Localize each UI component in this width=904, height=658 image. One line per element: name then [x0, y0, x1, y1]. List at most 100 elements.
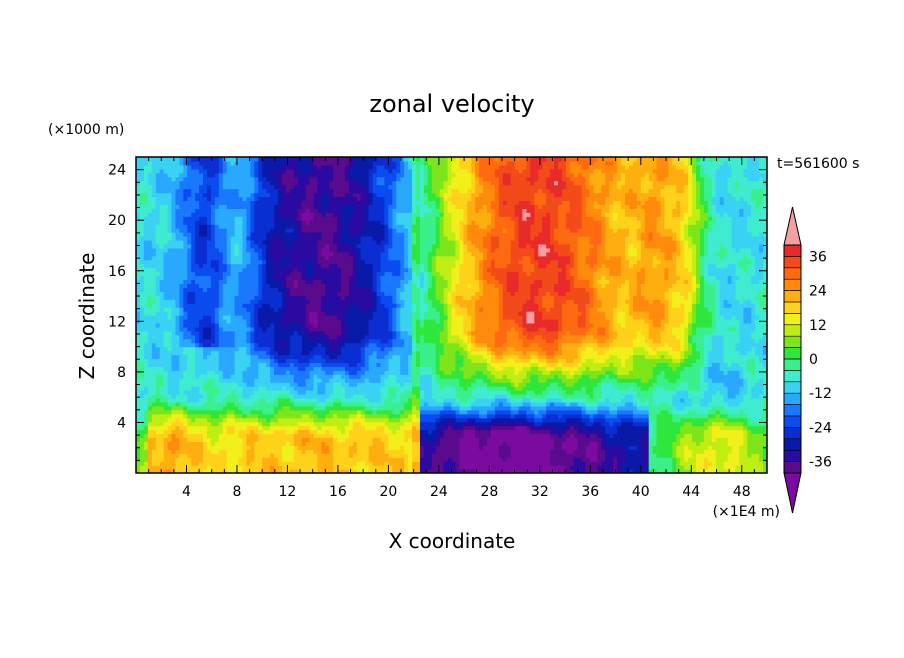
field-cell: [703, 417, 709, 423]
field-cell: [368, 465, 374, 470]
field-cell: [755, 469, 760, 473]
field-cell: [175, 366, 180, 371]
field-cell: [763, 401, 767, 407]
field-cell: [486, 382, 492, 387]
field-cell: [506, 370, 512, 375]
field-cell: [759, 390, 764, 395]
field-cell: [455, 461, 460, 466]
field-cell: [707, 449, 713, 454]
field-cell: [467, 453, 472, 458]
field-cell: [159, 358, 165, 363]
field-cell: [234, 433, 240, 439]
field-cell: [581, 449, 587, 454]
field-cell: [423, 397, 429, 403]
field-cell: [179, 441, 184, 446]
field-cell: [159, 378, 165, 383]
field-cell: [139, 461, 145, 466]
field-cell: [628, 429, 634, 435]
field-cell: [656, 354, 662, 360]
field-cell: [443, 445, 449, 450]
field-cell: [514, 469, 520, 473]
field-cell: [345, 382, 350, 387]
field-cell: [408, 469, 413, 473]
field-cell: [483, 461, 488, 466]
field-cell: [372, 382, 378, 387]
field-cell: [416, 461, 421, 466]
field-cell: [459, 417, 464, 423]
field-cell: [222, 382, 228, 387]
field-cell: [569, 441, 575, 446]
field-cell: [597, 374, 602, 379]
field-cell: [337, 413, 342, 419]
field-cell: [238, 382, 244, 387]
field-cell: [222, 441, 228, 446]
field-cell: [557, 382, 563, 387]
field-cell: [751, 354, 756, 360]
field-cell: [711, 453, 717, 458]
field-cell: [234, 362, 240, 367]
field-cell: [530, 433, 535, 439]
field-cell: [341, 413, 346, 419]
field-cell: [408, 394, 413, 399]
field-cell: [301, 425, 307, 431]
field-cell: [384, 374, 389, 379]
field-cell: [242, 354, 248, 360]
field-cell: [707, 358, 713, 363]
field-cell: [672, 394, 677, 399]
field-cell: [692, 449, 697, 454]
field-cell: [408, 397, 413, 403]
field-cell: [628, 417, 634, 423]
field-cell: [210, 405, 216, 411]
field-cell: [195, 350, 200, 356]
field-cell: [648, 390, 654, 395]
field-cell: [550, 445, 555, 450]
field-cell: [625, 441, 630, 446]
field-cell: [688, 366, 693, 371]
field-cell: [467, 401, 472, 407]
field-cell: [455, 413, 460, 419]
field-cell: [569, 397, 575, 403]
field-cell: [281, 421, 287, 427]
field-cell: [408, 449, 413, 454]
field-cell: [759, 437, 764, 442]
field-cell: [601, 437, 606, 442]
field-cell: [222, 362, 228, 367]
field-cell: [199, 386, 204, 391]
field-cell: [274, 465, 279, 470]
field-cell: [380, 425, 386, 431]
field-cell: [416, 413, 421, 419]
field-cell: [345, 366, 350, 371]
field-cell: [621, 409, 626, 415]
field-cell: [554, 366, 559, 371]
field-cell: [416, 358, 421, 363]
field-cell: [688, 465, 693, 470]
field-cell: [632, 461, 638, 466]
field-cell: [467, 457, 472, 462]
field-cell: [731, 417, 737, 423]
field-cell: [412, 350, 417, 356]
field-cell: [703, 421, 709, 427]
field-cell: [321, 374, 326, 379]
field-cell: [530, 350, 535, 356]
field-cell: [498, 417, 504, 423]
field-cell: [348, 409, 354, 415]
field-cell: [230, 449, 236, 454]
field-cell: [518, 425, 524, 431]
field-cell: [222, 370, 228, 375]
field-cell: [625, 354, 630, 360]
field-cell: [719, 354, 725, 360]
field-cell: [707, 354, 713, 360]
field-cell: [167, 469, 173, 473]
field-cell: [554, 350, 559, 356]
field-cell: [526, 358, 531, 363]
field-cell: [546, 390, 551, 395]
field-cell: [384, 417, 389, 423]
field-cell: [648, 366, 654, 371]
field-cell: [625, 405, 630, 411]
field-cell: [542, 453, 547, 458]
field-cell: [136, 441, 141, 446]
field-cell: [585, 441, 591, 446]
field-cell: [250, 401, 255, 407]
field-cell: [486, 421, 492, 427]
field-cell: [396, 417, 401, 423]
